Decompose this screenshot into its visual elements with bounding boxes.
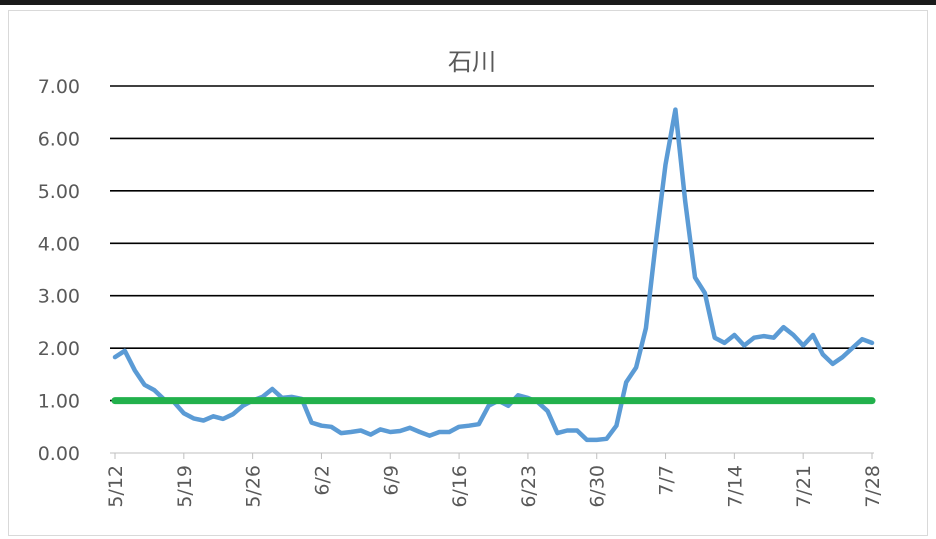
- chart-frame: [8, 10, 928, 536]
- x-tick-label: 6/9: [380, 465, 402, 496]
- y-tick-label: 5.00: [38, 181, 80, 203]
- y-tick-label: 4.00: [38, 233, 80, 255]
- x-tick-label: 7/14: [724, 465, 746, 508]
- y-tick-label: 3.00: [38, 286, 80, 308]
- chart-title: 石川: [448, 48, 496, 76]
- series-layer: [111, 107, 876, 443]
- x-tick-label: 7/7: [656, 465, 678, 496]
- y-axis-ticks: 0.00 1.00 2.00 3.00 4.00 5.00 6.00 7.00: [38, 76, 80, 465]
- x-tick-label: 7/28: [862, 465, 884, 508]
- y-tick-label: 1.00: [38, 391, 80, 413]
- series-line-blue: [112, 107, 875, 443]
- x-tick-label: 6/2: [311, 465, 333, 496]
- y-tick-label: 2.00: [38, 338, 80, 360]
- x-tick-label: 5/26: [243, 465, 265, 508]
- x-tick-label: 6/16: [449, 465, 471, 508]
- top-border: [0, 0, 936, 5]
- y-tick-label: 7.00: [38, 76, 80, 98]
- x-tick-label: 6/30: [587, 465, 609, 508]
- x-axis-ticks: 5/12 5/19 5/26 6/2 6/9 6/16 6/23 6/30 7/7 7/14 7/2…: [105, 453, 884, 508]
- y-tick-label: 6.00: [38, 128, 80, 150]
- x-tick-label: 7/21: [793, 465, 815, 508]
- x-tick-label: 6/23: [518, 465, 540, 508]
- y-tick-label: 0.00: [38, 443, 80, 465]
- x-tick-label: 5/12: [105, 465, 127, 508]
- x-tick-label: 5/19: [174, 465, 196, 508]
